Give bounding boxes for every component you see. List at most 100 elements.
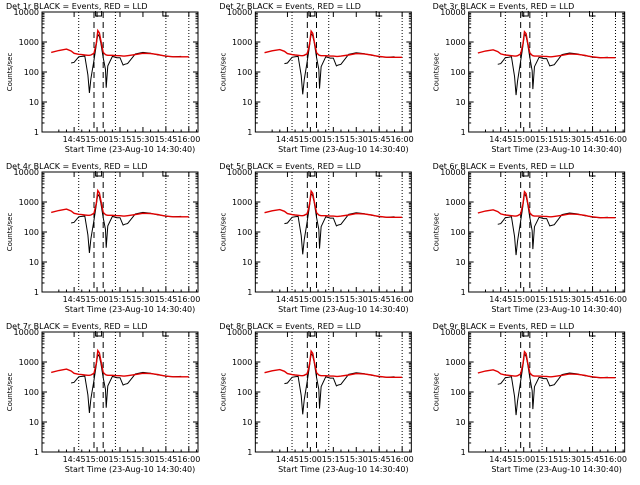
y-tick-label: 1 bbox=[461, 128, 466, 137]
x-tick-label: 14:45 bbox=[63, 135, 86, 144]
y-tick-label: 10000 bbox=[227, 168, 252, 177]
x-tick-label: 15:45 bbox=[581, 455, 604, 464]
y-tick-label: 1 bbox=[34, 128, 39, 137]
saa-marker-s bbox=[95, 331, 103, 337]
panel-title: Det 3r BLACK = Events, RED = LLD bbox=[433, 2, 575, 11]
lld-series-line bbox=[477, 190, 616, 219]
plot-frame bbox=[254, 11, 412, 133]
events-series-line bbox=[284, 192, 395, 255]
plot-frame bbox=[41, 331, 199, 453]
saa-marker-s bbox=[308, 11, 316, 17]
y-axis-label: Counts/sec bbox=[6, 53, 14, 92]
x-tick-label: 15:30 bbox=[131, 295, 154, 304]
x-tick-label: 15:30 bbox=[131, 455, 154, 464]
lld-series-line bbox=[477, 30, 616, 59]
x-tick-label: 14:45 bbox=[276, 295, 299, 304]
saa-marker-s bbox=[521, 171, 529, 177]
x-tick-label: 15:45 bbox=[154, 295, 177, 304]
x-tick-label: 15:15 bbox=[535, 295, 558, 304]
y-tick-label: 10 bbox=[455, 418, 465, 427]
events-series-line bbox=[497, 32, 608, 96]
y-tick-label: 1000 bbox=[232, 358, 252, 367]
y-axis-label: Counts/sec bbox=[219, 373, 227, 412]
y-tick-label: 1 bbox=[461, 288, 466, 297]
y-tick-label: 10000 bbox=[227, 328, 252, 337]
plot-frame bbox=[41, 171, 199, 293]
plot-frame bbox=[468, 171, 626, 293]
y-tick-label: 1 bbox=[247, 128, 252, 137]
x-tick-label: 15:30 bbox=[131, 135, 154, 144]
x-tick-label: 15:15 bbox=[535, 455, 558, 464]
y-tick-label: 1000 bbox=[19, 198, 39, 207]
y-tick-label: 100 bbox=[24, 228, 39, 237]
saa-marker-c bbox=[589, 331, 596, 337]
lld-series-line bbox=[264, 189, 403, 218]
detector-panel: Det 1r BLACK = Events, RED = LLD 1 10 100 10… bbox=[6, 2, 200, 154]
lld-series-line bbox=[477, 350, 616, 379]
x-tick-label: 15:00 bbox=[512, 135, 535, 144]
y-tick-label: 1000 bbox=[232, 38, 252, 47]
x-tick-label: 14:45 bbox=[276, 455, 299, 464]
x-tick-label: 15:15 bbox=[535, 135, 558, 144]
plot-frame bbox=[254, 331, 412, 453]
x-tick-label: 16:00 bbox=[391, 455, 414, 464]
y-tick-label: 1000 bbox=[445, 198, 465, 207]
detector-panel: Det 3r BLACK = Events, RED = LLD 1 10 100 10… bbox=[433, 2, 627, 154]
panel-title: Det 6r BLACK = Events, RED = LLD bbox=[433, 162, 575, 171]
x-tick-label: 15:15 bbox=[322, 455, 345, 464]
x-tick-label: 15:45 bbox=[368, 135, 391, 144]
saa-marker-c bbox=[375, 171, 383, 177]
x-tick-label: 16:00 bbox=[177, 455, 200, 464]
saa-marker-c bbox=[162, 331, 169, 337]
y-tick-label: 10000 bbox=[14, 168, 39, 177]
x-tick-label: 14:45 bbox=[63, 295, 86, 304]
y-tick-label: 1 bbox=[247, 448, 252, 457]
x-axis-label: Start Time (23-Aug-10 14:30:40) bbox=[65, 145, 196, 154]
detector-panel: Det 2r BLACK = Events, RED = LLD 1 10 100 10… bbox=[219, 2, 413, 154]
y-tick-label: 10 bbox=[455, 98, 465, 107]
x-tick-label: 15:45 bbox=[581, 295, 604, 304]
detector-panel: Det 7r BLACK = Events, RED = LLD 1 10 100 10… bbox=[6, 322, 200, 474]
y-tick-label: 1000 bbox=[445, 358, 465, 367]
y-tick-label: 100 bbox=[24, 388, 39, 397]
x-axis-label: Start Time (23-Aug-10 14:30:40) bbox=[278, 305, 409, 314]
x-tick-label: 15:15 bbox=[108, 455, 131, 464]
x-tick-label: 15:00 bbox=[299, 295, 322, 304]
detector-panel: Det 9r BLACK = Events, RED = LLD 1 10 100 10… bbox=[433, 322, 627, 474]
plot-frame bbox=[254, 171, 412, 293]
x-tick-label: 16:00 bbox=[177, 135, 200, 144]
lld-series-line bbox=[51, 28, 189, 58]
x-tick-label: 14:45 bbox=[63, 455, 86, 464]
saa-marker-s bbox=[95, 171, 103, 177]
lld-series-line bbox=[264, 349, 403, 378]
x-tick-label: 16:00 bbox=[604, 455, 627, 464]
y-tick-label: 10000 bbox=[14, 8, 39, 17]
x-tick-label: 15:30 bbox=[558, 135, 581, 144]
lld-series-line bbox=[51, 188, 189, 218]
detector-panel: Det 5r BLACK = Events, RED = LLD 1 10 100 10… bbox=[219, 162, 413, 314]
detector-panel: Det 4r BLACK = Events, RED = LLD 1 10 100 10… bbox=[6, 162, 200, 314]
y-tick-label: 1000 bbox=[445, 38, 465, 47]
panel-title: Det 5r BLACK = Events, RED = LLD bbox=[219, 162, 361, 171]
x-axis-label: Start Time (23-Aug-10 14:30:40) bbox=[491, 465, 622, 474]
x-tick-label: 15:45 bbox=[368, 455, 391, 464]
y-tick-label: 1000 bbox=[19, 38, 39, 47]
x-axis-label: Start Time (23-Aug-10 14:30:40) bbox=[65, 305, 196, 314]
x-tick-label: 15:30 bbox=[558, 295, 581, 304]
y-tick-label: 1 bbox=[247, 288, 252, 297]
x-tick-label: 15:00 bbox=[512, 455, 535, 464]
y-tick-label: 100 bbox=[450, 228, 465, 237]
x-tick-label: 15:00 bbox=[512, 295, 535, 304]
lld-series-line bbox=[264, 29, 403, 58]
y-tick-label: 100 bbox=[237, 388, 252, 397]
saa-marker-s bbox=[521, 11, 529, 17]
saa-marker-c bbox=[589, 171, 596, 177]
x-tick-label: 15:00 bbox=[86, 295, 109, 304]
y-axis-label: Counts/sec bbox=[219, 53, 227, 92]
y-tick-label: 100 bbox=[24, 68, 39, 77]
panel-title: Det 1r BLACK = Events, RED = LLD bbox=[6, 2, 148, 11]
x-tick-label: 16:00 bbox=[177, 295, 200, 304]
y-tick-label: 10000 bbox=[227, 8, 252, 17]
panel-title: Det 9r BLACK = Events, RED = LLD bbox=[433, 322, 575, 331]
